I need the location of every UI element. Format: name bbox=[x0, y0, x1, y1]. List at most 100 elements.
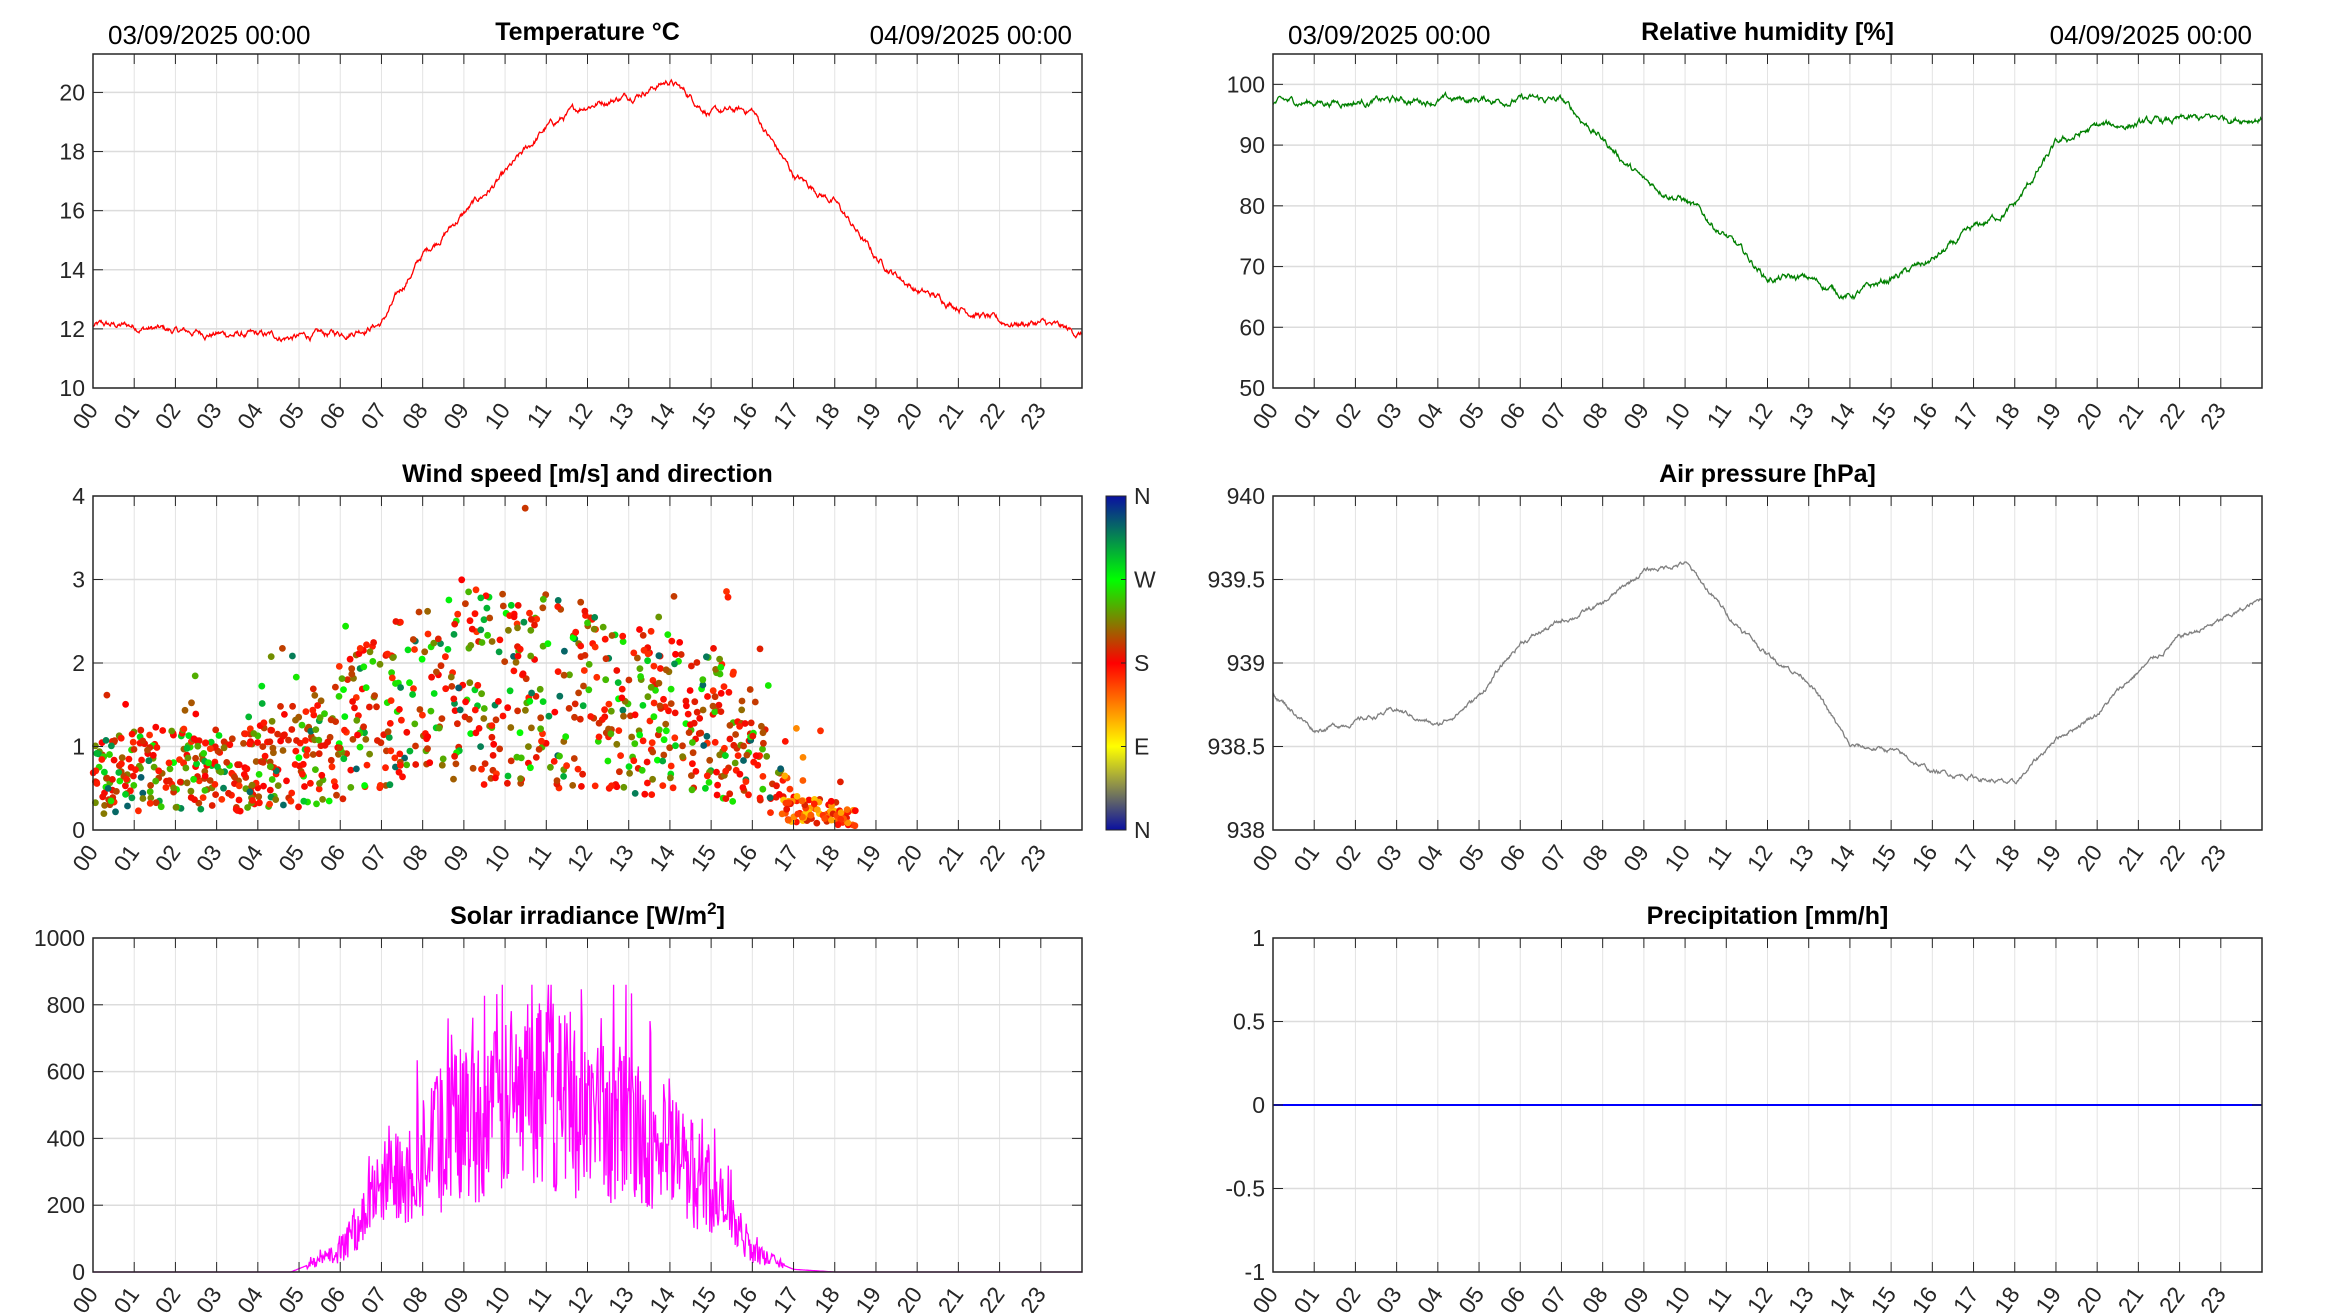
wind-data-point bbox=[585, 661, 593, 668]
wind-data-point bbox=[563, 762, 570, 770]
chart-precipitation: 00 01 02 03 04 05 06 07 08 09 10 11 12 13 14 15 16 17 18 19… bbox=[1225, 902, 2263, 1313]
wind-data-point bbox=[667, 774, 674, 782]
wind-data-point bbox=[837, 816, 845, 823]
wind-data-point bbox=[655, 726, 663, 734]
wind-data-point bbox=[711, 738, 719, 746]
wind-data-point bbox=[637, 673, 644, 680]
wind-data-point bbox=[115, 769, 123, 776]
wind-data-point bbox=[373, 703, 380, 711]
wind-data-point bbox=[679, 753, 686, 760]
y-tick-label: 939.5 bbox=[1207, 567, 1265, 593]
wind-data-point bbox=[553, 777, 561, 784]
wind-data-point bbox=[565, 705, 573, 712]
wind-data-point bbox=[538, 737, 545, 745]
wind-data-point bbox=[433, 668, 440, 676]
wind-data-point bbox=[342, 622, 349, 630]
wind-data-point bbox=[638, 766, 646, 774]
wind-data-point bbox=[786, 785, 794, 793]
wind-data-point bbox=[759, 785, 767, 793]
wind-data-point bbox=[671, 734, 679, 742]
wind-data-point bbox=[258, 700, 266, 707]
chart-title: Wind speed [m/s] and direction bbox=[402, 460, 773, 488]
wind-data-point bbox=[287, 797, 295, 805]
wind-data-point bbox=[705, 779, 713, 786]
wind-data-point bbox=[640, 646, 648, 654]
x-tick-label: 17 bbox=[768, 840, 804, 876]
wind-data-point bbox=[507, 757, 515, 765]
wind-data-point bbox=[711, 693, 719, 701]
wind-data-point bbox=[316, 780, 323, 787]
wind-data-point bbox=[341, 713, 349, 720]
wind-data-point bbox=[303, 752, 310, 759]
wind-data-point bbox=[666, 744, 674, 752]
x-tick-label: 02 bbox=[1330, 398, 1366, 434]
wind-data-point bbox=[246, 725, 254, 733]
x-tick-label: 09 bbox=[1618, 1282, 1654, 1313]
x-tick-label: 22 bbox=[974, 1282, 1010, 1313]
x-tick-label: 12 bbox=[562, 398, 598, 434]
wind-data-point bbox=[349, 736, 357, 743]
wind-data-point bbox=[430, 639, 438, 647]
x-tick-label: 06 bbox=[314, 1282, 350, 1313]
x-tick-label: 08 bbox=[397, 840, 433, 876]
wind-data-point bbox=[580, 667, 588, 674]
wind-data-point bbox=[128, 794, 136, 802]
chart-solar: 00 01 02 03 04 05 06 07 08 09 10 11 12 13 14 15 16 17 18 19… bbox=[34, 899, 1083, 1313]
x-tick-label: 11 bbox=[521, 840, 556, 874]
wind-data-point bbox=[356, 743, 364, 751]
wind-data-point bbox=[664, 631, 672, 638]
wind-data-point bbox=[243, 765, 251, 773]
y-tick-label: 2 bbox=[72, 650, 85, 676]
wind-data-point bbox=[522, 706, 529, 714]
wind-data-point bbox=[488, 733, 496, 741]
wind-data-point bbox=[489, 752, 497, 759]
wind-data-point bbox=[721, 744, 728, 752]
wind-data-point bbox=[488, 638, 496, 645]
wind-data-point bbox=[260, 719, 268, 727]
wind-data-point bbox=[289, 702, 296, 710]
wind-data-point bbox=[190, 735, 198, 743]
wind-data-point bbox=[499, 602, 507, 610]
wind-data-point bbox=[514, 707, 521, 715]
x-tick-label: 09 bbox=[438, 840, 474, 876]
wind-data-point bbox=[259, 743, 267, 750]
wind-data-point bbox=[626, 769, 633, 777]
wind-data-point bbox=[492, 716, 500, 724]
wind-data-point bbox=[696, 715, 704, 722]
wind-data-point bbox=[299, 770, 306, 778]
wind-data-point bbox=[584, 619, 591, 627]
x-tick-label: 01 bbox=[108, 398, 144, 434]
wind-data-point bbox=[512, 658, 520, 666]
x-tick-label: 16 bbox=[726, 840, 762, 876]
wind-data-point bbox=[192, 754, 200, 762]
wind-data-point bbox=[327, 756, 335, 764]
wind-data-point bbox=[620, 712, 627, 720]
x-tick-label: 17 bbox=[768, 398, 804, 434]
chart-title: Air pressure [hPa] bbox=[1659, 460, 1876, 488]
x-tick-label: 10 bbox=[479, 840, 515, 876]
wind-data-point bbox=[315, 736, 323, 744]
x-tick-label: 02 bbox=[1330, 840, 1366, 876]
wind-data-point bbox=[406, 679, 413, 687]
wind-data-point bbox=[101, 768, 108, 776]
wind-data-point bbox=[726, 790, 734, 798]
wind-data-point bbox=[699, 681, 707, 689]
wind-data-point bbox=[191, 672, 199, 680]
wind-data-point bbox=[360, 723, 367, 731]
wind-data-point bbox=[617, 752, 624, 759]
wind-data-point bbox=[451, 752, 458, 760]
wind-data-point bbox=[649, 775, 656, 783]
wind-data-point bbox=[837, 778, 844, 786]
wind-data-point bbox=[138, 756, 146, 764]
wind-data-point bbox=[445, 596, 453, 604]
wind-data-point bbox=[614, 679, 622, 686]
wind-data-point bbox=[499, 590, 506, 598]
wind-data-point bbox=[639, 737, 647, 745]
x-tick-label: 19 bbox=[2030, 840, 2066, 876]
wind-data-point bbox=[250, 730, 258, 737]
wind-data-point bbox=[384, 650, 391, 658]
y-tick-label: 1 bbox=[72, 734, 85, 760]
wind-data-point bbox=[501, 658, 509, 665]
x-tick-label: 17 bbox=[1948, 840, 1984, 876]
chart-title-text: Wind speed [m/s] and direction bbox=[402, 460, 773, 488]
